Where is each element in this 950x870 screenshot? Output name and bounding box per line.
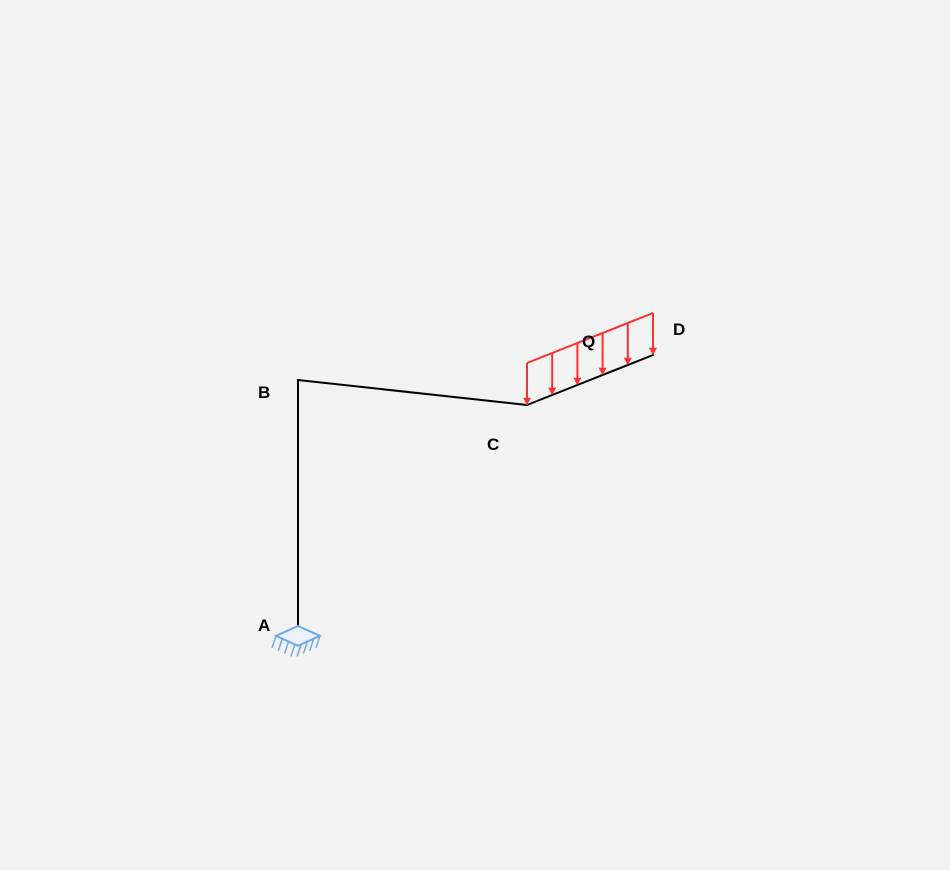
support-plate (276, 626, 320, 646)
node-label-D: D (673, 320, 685, 339)
load-arrow-head (649, 348, 657, 355)
load-label: Q (582, 332, 595, 351)
node-label-A: A (258, 616, 270, 635)
support-fixed (272, 626, 320, 656)
members-group (298, 355, 653, 626)
node-label-C: C (487, 435, 499, 454)
support-hatch (285, 642, 289, 654)
member-C-D (527, 355, 653, 405)
support-hatch (278, 639, 282, 651)
member-B-C (298, 380, 527, 405)
diagram-canvas: Q A B C D (0, 0, 950, 870)
node-label-B: B (258, 383, 270, 402)
support-hatch (272, 636, 276, 648)
support-hatch (291, 644, 295, 656)
distributed-load: Q (523, 313, 657, 405)
